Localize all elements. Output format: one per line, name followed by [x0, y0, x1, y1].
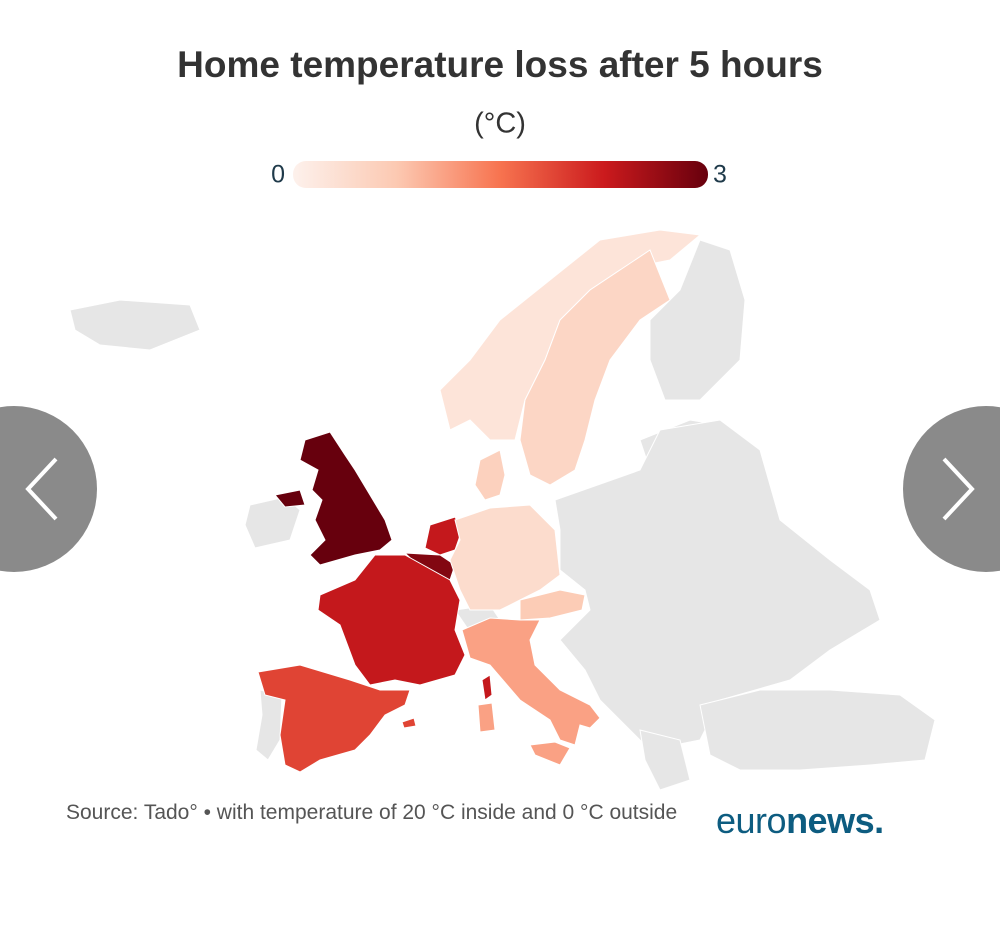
region	[257, 664, 411, 773]
region	[519, 249, 671, 486]
map-regions	[69, 229, 936, 791]
chart-subtitle: (°C)	[474, 108, 526, 140]
no-data-region	[649, 239, 746, 401]
logo-bold: news.	[786, 800, 884, 841]
no-data-region	[255, 689, 283, 761]
no-data-region	[699, 689, 936, 771]
region	[401, 717, 417, 729]
next-button[interactable]	[903, 406, 1000, 572]
legend-min-label: 0	[271, 161, 285, 189]
region	[274, 489, 306, 508]
region	[529, 741, 571, 766]
source-note: Source: Tado° • with temperature of 20 °…	[66, 801, 678, 824]
region	[461, 617, 601, 746]
region	[477, 702, 496, 733]
region	[474, 449, 506, 501]
prev-button[interactable]	[0, 406, 97, 572]
region	[299, 431, 393, 566]
no-data-region	[639, 729, 691, 791]
legend-color-bar	[293, 161, 708, 188]
logo-light: euro	[716, 800, 787, 841]
region	[317, 554, 466, 686]
region	[519, 589, 586, 621]
logo: euronews.	[716, 800, 884, 842]
region	[481, 674, 493, 701]
chart-title: Home temperature loss after 5 hours	[177, 44, 823, 85]
legend-max-label: 3	[713, 161, 727, 189]
no-data-region	[69, 299, 201, 351]
